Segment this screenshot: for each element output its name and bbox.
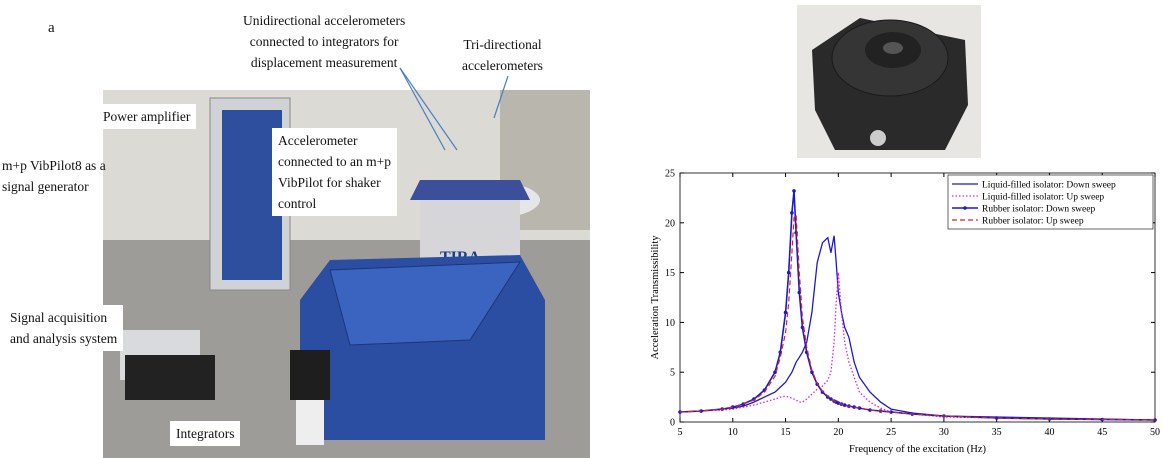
x-tick-label: 40 — [1044, 427, 1054, 438]
series-marker — [678, 410, 682, 414]
annotation-line: connected to integrators for — [249, 34, 399, 49]
x-tick-label: 5 — [678, 427, 683, 438]
annotation: Tri-directional accelerometers — [462, 34, 543, 76]
annotation-line: Unidirectional accelerometers — [243, 13, 406, 28]
annotation-line: Signal acquisition — [10, 310, 108, 325]
series-marker — [800, 325, 805, 330]
y-tick-label: 5 — [670, 368, 675, 379]
annotation-line: m+p VibPilot8 as a — [2, 158, 106, 173]
annotation-line: Integrators — [176, 426, 235, 441]
legend-label: Rubber isolator: Up sweep — [982, 217, 1084, 227]
annotation-line: and analysis system — [10, 331, 118, 346]
series-marker — [783, 310, 788, 315]
annotation: Signal acquisition and analysis system — [4, 305, 124, 351]
annotation: Power amplifier — [97, 104, 197, 129]
x-axis-label: Frequency of the excitation (Hz) — [849, 444, 987, 455]
series-marker — [842, 403, 847, 407]
annotation-line: Tri-directional — [463, 37, 542, 52]
y-axis-label: Acceleration Transmissibility — [650, 235, 661, 360]
annotation-line: VibPilot for shaker — [278, 175, 381, 190]
callout-arrows — [399, 67, 509, 151]
annotation: Unidirectional accelerometers connected t… — [243, 10, 405, 73]
annotation-line: displacement measurement — [250, 55, 398, 70]
series-marker — [786, 270, 791, 275]
annotation-line: control — [278, 196, 317, 211]
y-tick-label: 15 — [665, 268, 675, 279]
series-marker — [699, 409, 703, 413]
isolator-photo — [797, 5, 981, 158]
legend-label: Rubber isolator: Down sweep — [982, 205, 1095, 215]
y-tick-label: 10 — [665, 318, 675, 329]
annotation: m+p VibPilot8 as a signal generator — [2, 155, 106, 197]
series-marker — [792, 189, 796, 193]
series-marker — [730, 405, 735, 409]
x-tick-label: 15 — [781, 427, 791, 438]
annotation-line: Accelerometer — [278, 133, 358, 148]
y-tick-label: 0 — [670, 418, 675, 429]
legend-box — [947, 174, 1154, 230]
annotation-line: connected to an m+p — [278, 154, 391, 169]
x-tick-label: 20 — [833, 427, 843, 438]
series-marker — [852, 405, 856, 409]
y-tick-label: 20 — [665, 218, 675, 229]
legend-label: Liquid-filled isolator: Up sweep — [982, 192, 1104, 203]
series-marker — [994, 416, 999, 420]
x-tick-label: 10 — [728, 427, 738, 438]
series-marker — [1153, 418, 1157, 422]
x-tick-label: 30 — [939, 427, 949, 438]
x-tick-label: 45 — [1097, 427, 1107, 438]
annotation: Accelerometer connected to an m+p VibPilot… — [272, 128, 397, 216]
series-marker — [790, 211, 794, 215]
annotation-line: accelerometers — [462, 58, 543, 73]
y-tick-label: 25 — [665, 169, 675, 180]
series-line — [679, 213, 1156, 421]
series-marker — [810, 370, 814, 375]
legend-label: Liquid-filled isolator: Down sweep — [982, 180, 1116, 191]
annotation-line: Power amplifier — [103, 109, 191, 124]
series-marker — [889, 410, 893, 414]
annotation-line: signal generator — [2, 179, 89, 194]
series-line — [679, 272, 1156, 421]
x-tick-label: 50 — [1150, 427, 1160, 438]
series-line — [679, 235, 1156, 421]
series-marker — [857, 406, 862, 410]
x-tick-label: 35 — [992, 427, 1002, 438]
legend-marker — [963, 206, 967, 210]
panel-label: a — [48, 20, 55, 36]
x-tick-label: 25 — [886, 427, 896, 438]
annotation: Integrators — [170, 421, 241, 446]
series-marker — [868, 408, 872, 412]
